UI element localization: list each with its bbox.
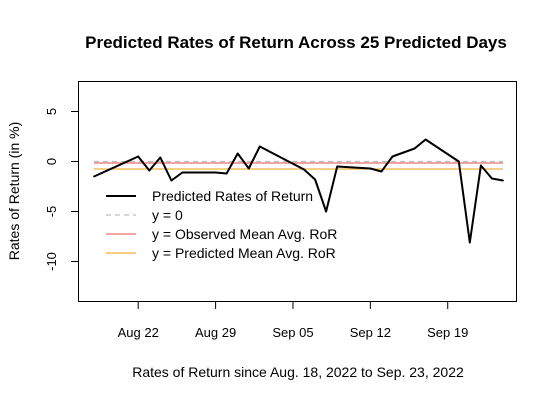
data-point-18 bbox=[391, 155, 394, 158]
data-point-21 bbox=[424, 138, 427, 141]
data-point-1 bbox=[93, 175, 95, 178]
data-point-4 bbox=[159, 156, 162, 159]
series-line-1 bbox=[93, 138, 504, 244]
x-tick-label-1: Aug 22 bbox=[118, 325, 159, 340]
data-point-5 bbox=[170, 179, 173, 182]
data-point-17 bbox=[380, 170, 383, 173]
x-axis-label: Rates of Return since Aug. 18, 2022 to S… bbox=[132, 364, 464, 380]
chart-title: Predicted Rates of Return Across 25 Pred… bbox=[85, 33, 507, 52]
legend: Predicted Rates of Return y = 0 y = Observ… bbox=[106, 188, 337, 261]
data-point-15 bbox=[336, 165, 339, 168]
data-point-13 bbox=[314, 178, 316, 181]
x-tick-label-2: Aug 29 bbox=[195, 325, 236, 340]
y-tick-label-3: -5 bbox=[44, 206, 59, 218]
y-tick-label-4: -10 bbox=[44, 252, 59, 271]
data-point-14 bbox=[325, 210, 328, 213]
data-point-12 bbox=[303, 168, 305, 171]
data-point-19 bbox=[402, 151, 405, 154]
data-point-9 bbox=[236, 152, 239, 155]
x-axis: Aug 22 Aug 29 Sep 05 Sep 12 Sep 19 bbox=[118, 301, 468, 340]
data-point-6 bbox=[181, 171, 184, 174]
x-tick-label-4: Sep 12 bbox=[350, 325, 391, 340]
data-point-3 bbox=[148, 169, 151, 172]
data-point-10 bbox=[247, 167, 250, 170]
legend-label-2: y = 0 bbox=[152, 207, 183, 223]
data-point-11 bbox=[258, 145, 261, 148]
data-point-16 bbox=[369, 167, 372, 170]
y-tick-label-1: 5 bbox=[44, 108, 59, 115]
legend-label-1: Predicted Rates of Return bbox=[152, 188, 313, 204]
data-point-26 bbox=[502, 179, 504, 182]
data-point-2 bbox=[137, 155, 140, 158]
data-point-7 bbox=[214, 171, 217, 174]
legend-label-3: y = Observed Mean Avg. RoR bbox=[152, 226, 337, 242]
x-tick-label-5: Sep 19 bbox=[427, 325, 468, 340]
legend-label-4: y = Predicted Mean Avg. RoR bbox=[152, 245, 336, 261]
y-tick-label-2: 0 bbox=[44, 158, 59, 165]
y-axis-label: Rates of Return (in %) bbox=[6, 122, 22, 261]
y-axis: 5 0 -5 -10 bbox=[44, 108, 79, 271]
data-point-23 bbox=[468, 241, 471, 244]
data-point-25 bbox=[491, 177, 493, 180]
data-point-22 bbox=[457, 160, 460, 163]
series-group bbox=[93, 138, 504, 244]
x-tick-label-3: Sep 05 bbox=[272, 325, 313, 340]
data-point-24 bbox=[479, 164, 482, 167]
data-point-8 bbox=[225, 172, 228, 175]
data-point-20 bbox=[413, 147, 416, 150]
